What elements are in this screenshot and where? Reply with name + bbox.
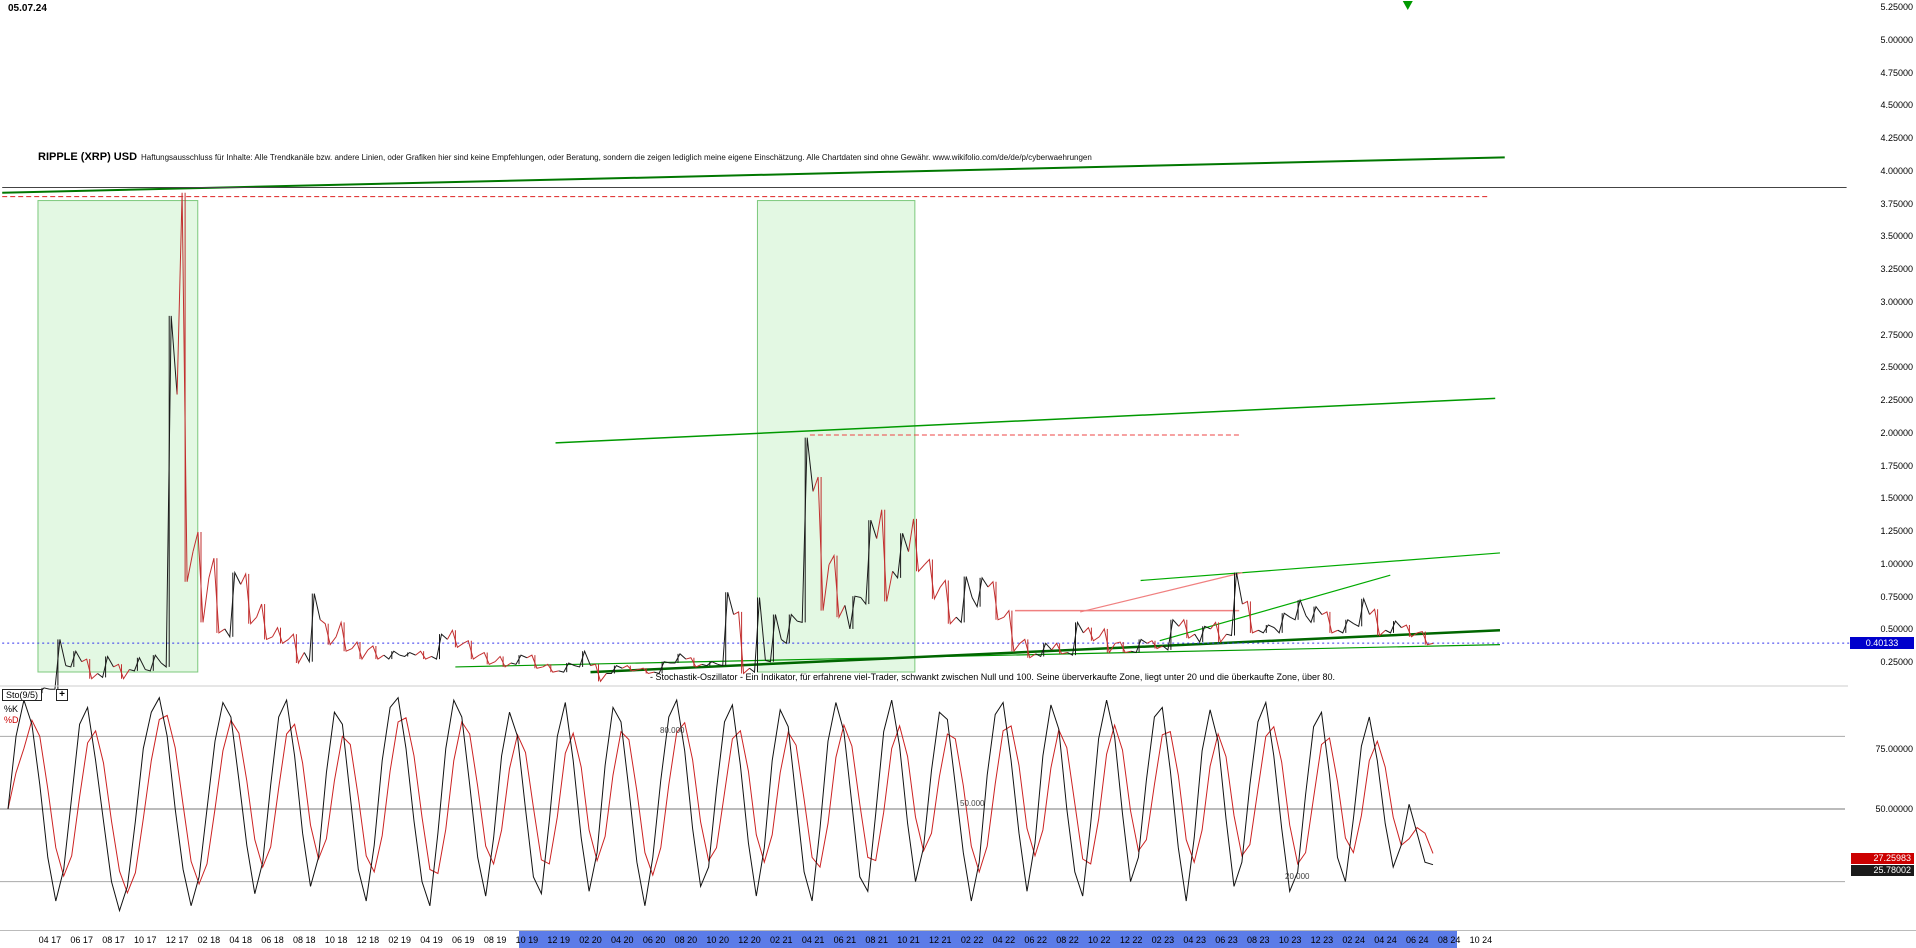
scrollbar-thumb[interactable]: [518, 931, 1458, 948]
upper-trendline-green: [2, 156, 1505, 194]
time-axis-label: 10 20: [706, 935, 729, 945]
price-axis-label: 4.00000: [1880, 165, 1913, 176]
time-axis-label: 02 22: [960, 935, 984, 945]
time-axis-label: 12 17: [165, 935, 189, 945]
mid-trendline-green: [555, 397, 1496, 444]
price-axis-label: 2.75000: [1880, 329, 1913, 340]
chart-date: 05.07.24: [8, 3, 47, 14]
time-axis-label: 04 24: [1374, 935, 1397, 945]
time-axis-label: 12 19: [547, 935, 570, 945]
time-axis-label: 02 20: [579, 935, 602, 945]
time-axis-label: 08 19: [483, 935, 507, 945]
price-axis-label: 1.25000: [1880, 526, 1913, 536]
time-axis-label: 08 24: [1437, 935, 1461, 945]
time-axis-label: 10 17: [134, 935, 157, 945]
price-axis-label: 1.75000: [1880, 460, 1913, 471]
oscillator-zone-label: 80.000: [660, 726, 685, 736]
long-support-thin-green: [455, 644, 1500, 668]
price-axis-label: 5.00000: [1880, 34, 1913, 45]
price-axis-label: 3.00000: [1880, 296, 1913, 307]
time-axis-label: 08 22: [1056, 935, 1079, 945]
time-axis-label: 02 19: [388, 935, 411, 945]
price-axis-label: 0.25000: [1880, 657, 1913, 667]
time-axis-label: 04 22: [992, 935, 1016, 945]
time-axis-label: 08 21: [865, 935, 888, 945]
time-axis-label: 12 21: [929, 935, 952, 945]
price-axis-label: 2.00000: [1880, 427, 1913, 438]
time-axis-label: 10 18: [324, 935, 348, 945]
current-date-marker-icon: [1402, 1, 1413, 10]
time-axis-label: 06 24: [1406, 935, 1429, 945]
long-support-thick-green: [590, 629, 1501, 674]
time-axis-label: 04 19: [420, 935, 443, 945]
time-axis-label: 10 23: [1278, 935, 1302, 945]
stochastic-d-value-badge: 25.78002: [1851, 865, 1914, 876]
time-axis-label: 04 20: [611, 935, 634, 945]
time-axis-label: 08 18: [293, 935, 316, 945]
time-axis-label: 06 18: [261, 935, 284, 945]
price-axis-label: 4.50000: [1880, 100, 1913, 111]
percent-d-legend: %D: [4, 715, 19, 725]
price-axis-label: 0.75000: [1880, 591, 1913, 602]
time-axis-label: 02 18: [197, 935, 221, 945]
highlight-band: [756, 200, 916, 673]
oscillator-axis-label: 75.00000: [1875, 743, 1913, 754]
price-axis-label: 4.75000: [1880, 67, 1913, 78]
percent-k-legend: %K: [4, 704, 19, 714]
time-axis-label: 04 21: [801, 935, 825, 945]
time-axis-label: 04 17: [38, 935, 62, 945]
channel-upper-green: [1140, 552, 1501, 582]
time-axis-label: 08 20: [674, 935, 698, 945]
highlight-band: [37, 200, 199, 673]
time-axis-label: 10 22: [1088, 935, 1111, 945]
time-axis-label: 08 17: [102, 935, 125, 945]
disclaimer-text: Haftungsausschluss für Inhalte: Alle Tre…: [141, 153, 1092, 162]
price-axis-label: 1.50000: [1880, 493, 1913, 504]
time-axis-label: 02 23: [1151, 935, 1175, 945]
add-indicator-button[interactable]: +: [56, 689, 68, 701]
price-axis-label: 0.50000: [1880, 624, 1913, 635]
time-axis-label: 12 18: [356, 935, 380, 945]
oscillator-zone-label: 50.000: [960, 799, 985, 808]
time-axis-label: 08 23: [1247, 935, 1270, 945]
time-axis-label: 06 19: [452, 935, 475, 945]
time-axis-label: 04 18: [229, 935, 252, 945]
oscillator-zone-label: 20.000: [1285, 871, 1310, 881]
price-axis-label: 3.50000: [1880, 231, 1913, 242]
current-price-tag: 0.40133: [1850, 637, 1914, 650]
time-axis-label: 02 21: [770, 935, 793, 945]
time-axis-label: 12 23: [1310, 935, 1334, 945]
price-axis-label: 2.25000: [1880, 395, 1913, 405]
price-axis-label: 1.00000: [1880, 558, 1913, 569]
time-axis-label: 06 20: [642, 935, 666, 945]
rising-pink: [1080, 572, 1243, 613]
time-axis-label: 10 24: [1469, 935, 1493, 945]
stochastic-k-value-badge: 27.25983: [1851, 853, 1914, 864]
time-axis-label: 04 23: [1183, 935, 1206, 945]
price-axis-label: 4.25000: [1880, 133, 1913, 143]
page-title: RIPPLE (XRP) USD: [38, 151, 138, 163]
time-axis-label: 10 21: [897, 935, 920, 945]
stochastic-k-line: [7, 696, 1434, 913]
time-axis-label: 06 21: [833, 935, 857, 945]
time-axis-label: 06 22: [1024, 935, 1047, 945]
time-axis-label: 12 22: [1119, 935, 1143, 945]
price-axis-label: 3.25000: [1880, 264, 1913, 274]
time-axis-label: 02 24: [1342, 935, 1365, 945]
chart-title-block: RIPPLE (XRP) USD Haftungsausschluss für I…: [38, 151, 1092, 163]
channel-lower-green: [1159, 574, 1391, 642]
price-axis-label: 5.25000: [1880, 2, 1913, 12]
time-axis-label: 06 23: [1215, 935, 1238, 945]
price-axis-label: 3.75000: [1880, 198, 1913, 209]
stochastic-indicator-button[interactable]: Sto(9/5): [2, 689, 43, 701]
stochastic-d-line: [7, 714, 1434, 895]
time-axis-label: 12 20: [738, 935, 761, 945]
stochastic-note: - Stochastik-Oszillator - Ein Indikator,…: [650, 672, 1336, 682]
time-axis-label: 06 17: [70, 935, 93, 945]
oscillator-axis-label: 50.00000: [1875, 804, 1913, 814]
price-axis-label: 2.50000: [1880, 362, 1913, 373]
time-axis-label: 10 19: [515, 935, 539, 945]
